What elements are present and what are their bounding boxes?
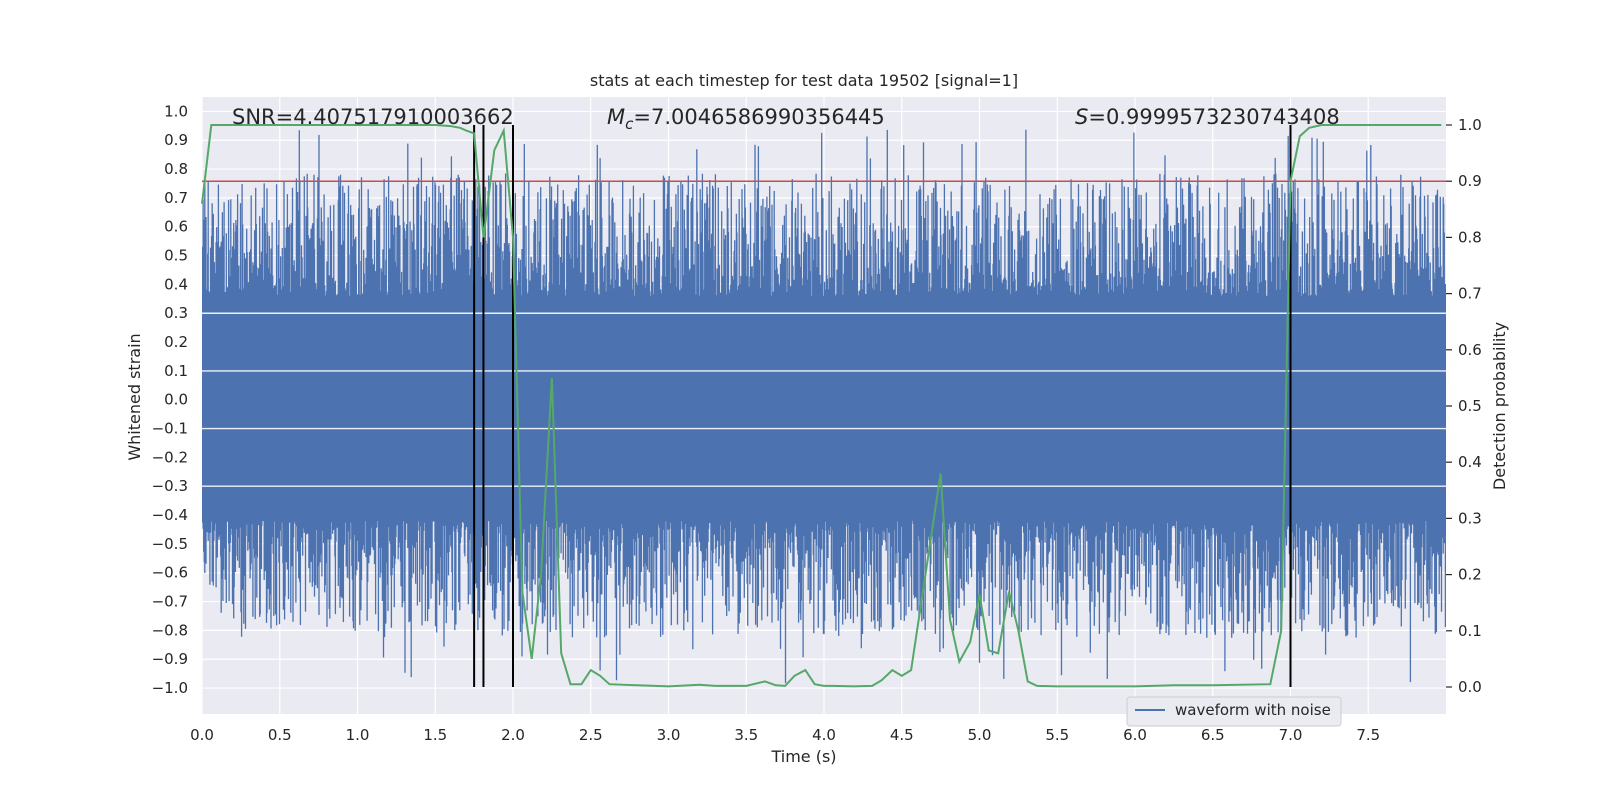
x-axis-ticks: 0.0 0.5 1.0 1.5 2.0 2.5 3.0 3.5 4.0 4.5 5.0 5.5 6.0 6… xyxy=(190,726,1380,744)
probability-line xyxy=(201,124,1442,688)
waveform-series xyxy=(202,129,1446,684)
mc-annotation: Mc=7.0046586990356445 xyxy=(607,105,885,133)
s-value: =0.9999573230743408 xyxy=(1088,105,1339,129)
y-left-tick-label: 0.0 xyxy=(164,391,188,409)
x-tick-label: 1.5 xyxy=(423,726,447,744)
y-left-tick-label: 0.3 xyxy=(164,304,188,322)
y-left-tick-label: 0.5 xyxy=(164,247,188,265)
y-right-tick-label: 0.7 xyxy=(1458,285,1482,303)
y-left-tick-label: 0.6 xyxy=(164,218,188,236)
y-left-axis-ticks: 1.0 0.9 0.8 0.7 0.6 0.5 0.4 0.3 0.2 0.1 0.0 −0.1 −0.… xyxy=(152,102,188,697)
y-right-tick-label: 0.9 xyxy=(1458,172,1482,190)
x-tick-label: 4.5 xyxy=(890,726,914,744)
x-tick-label: 4.0 xyxy=(812,726,836,744)
y-left-tick-label: 0.4 xyxy=(164,275,188,293)
mc-subscript: c xyxy=(625,115,634,133)
chart-title: stats at each timestep for test data 195… xyxy=(590,71,1018,90)
y-left-tick-label: −0.2 xyxy=(152,448,188,466)
x-tick-label: 7.5 xyxy=(1356,726,1380,744)
y-right-tick-label: 0.0 xyxy=(1458,678,1482,696)
y-left-tick-label: 0.7 xyxy=(164,189,188,207)
legend: waveform with noise xyxy=(1126,696,1342,727)
x-tick-label: 2.0 xyxy=(501,726,525,744)
x-tick-label: 3.0 xyxy=(657,726,681,744)
s-annotation: S=0.9999573230743408 xyxy=(1075,105,1340,129)
y-right-tick-label: 0.3 xyxy=(1458,509,1482,527)
s-symbol: S xyxy=(1075,105,1088,129)
y-right-axis-label: Detection probability xyxy=(1490,322,1509,490)
mc-symbol: M xyxy=(607,105,625,129)
y-right-tick-label: 0.6 xyxy=(1458,341,1482,359)
x-tick-label: 0.5 xyxy=(268,726,292,744)
y-left-tick-label: 0.9 xyxy=(164,131,188,149)
y-right-axis-ticks: 0.0 0.1 0.2 0.3 0.4 0.5 0.6 0.7 0.8 0.9 1.0 xyxy=(1446,116,1482,696)
legend-label: waveform with noise xyxy=(1175,701,1331,719)
y-left-tick-label: −0.6 xyxy=(152,564,188,582)
y-left-tick-label: −1.0 xyxy=(152,679,188,697)
x-tick-label: 3.5 xyxy=(734,726,758,744)
y-left-axis-label: Whitened strain xyxy=(125,333,144,460)
x-tick-label: 5.5 xyxy=(1045,726,1069,744)
x-tick-label: 5.0 xyxy=(968,726,992,744)
mc-value: =7.0046586990356445 xyxy=(633,105,884,129)
x-tick-label: 6.0 xyxy=(1123,726,1147,744)
y-left-tick-label: −0.9 xyxy=(152,650,188,668)
y-right-tick-label: 0.2 xyxy=(1458,566,1482,584)
y-right-tick-label: 0.4 xyxy=(1458,453,1482,471)
y-left-tick-label: 1.0 xyxy=(164,102,188,120)
y-right-tick-label: 1.0 xyxy=(1458,116,1482,134)
y-right-tick-label: 0.8 xyxy=(1458,228,1482,246)
y-left-tick-label: −0.5 xyxy=(152,535,188,553)
y-left-tick-label: 0.8 xyxy=(164,160,188,178)
x-axis-label: Time (s) xyxy=(770,747,836,766)
y-left-tick-label: −0.8 xyxy=(152,621,188,639)
y-right-tick-label: 0.1 xyxy=(1458,622,1482,640)
y-left-tick-label: −0.7 xyxy=(152,593,188,611)
waveform-line xyxy=(202,129,1446,684)
legend-box xyxy=(1126,696,1342,727)
y-left-tick-label: −0.1 xyxy=(152,420,188,438)
x-tick-label: 2.5 xyxy=(579,726,603,744)
x-tick-label: 1.0 xyxy=(346,726,370,744)
y-left-tick-label: 0.2 xyxy=(164,333,188,351)
probability-series xyxy=(201,124,1442,688)
x-tick-label: 6.5 xyxy=(1201,726,1225,744)
x-tick-label: 0.0 xyxy=(190,726,214,744)
y-left-tick-label: 0.1 xyxy=(164,362,188,380)
y-right-tick-label: 0.5 xyxy=(1458,397,1482,415)
x-tick-label: 7.0 xyxy=(1279,726,1303,744)
y-left-tick-label: −0.4 xyxy=(152,506,188,524)
snr-annotation: SNR=4.407517910003662 xyxy=(232,105,514,129)
y-left-tick-label: −0.3 xyxy=(152,477,188,495)
